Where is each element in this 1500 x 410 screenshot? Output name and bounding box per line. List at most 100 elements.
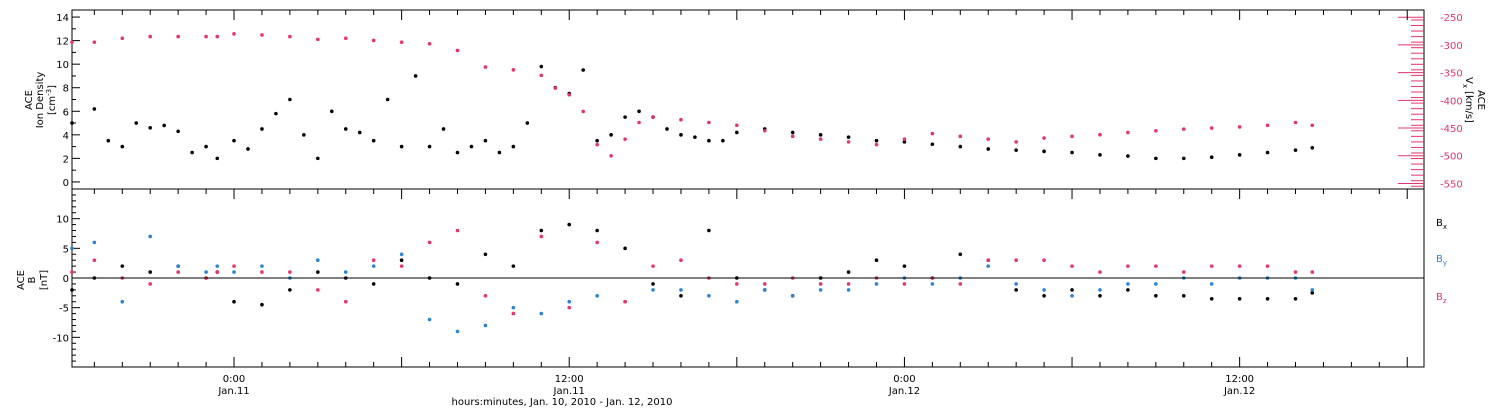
vx-point xyxy=(70,40,74,44)
bx-point xyxy=(1310,291,1315,295)
legend-bx: Bx xyxy=(1436,218,1447,231)
density-point xyxy=(930,142,935,147)
bx-point xyxy=(316,270,320,274)
vx-point xyxy=(1070,134,1074,139)
density-point xyxy=(511,144,516,149)
bx-point xyxy=(371,282,376,286)
density-point xyxy=(623,115,627,119)
vx-ace-label: ACE xyxy=(1475,90,1486,110)
vx-point xyxy=(707,120,711,125)
bz-point xyxy=(1126,264,1130,268)
bx-point xyxy=(1237,296,1242,301)
bz-point xyxy=(1237,264,1242,268)
density-point xyxy=(818,133,823,137)
vx-point xyxy=(1293,120,1298,125)
density-point xyxy=(148,125,153,130)
bx-point xyxy=(288,288,292,292)
density-point xyxy=(1070,150,1074,155)
vx-point xyxy=(176,34,180,39)
density-point xyxy=(302,133,306,137)
by-point xyxy=(930,282,935,286)
density-point xyxy=(1181,156,1186,161)
bx-point xyxy=(1209,296,1214,301)
density-tick-label: 10 xyxy=(56,60,69,71)
vx-tick-label: -550 xyxy=(1440,179,1463,190)
vx-point xyxy=(92,40,97,44)
bz-point xyxy=(1098,270,1102,274)
vx-tick-label: -350 xyxy=(1440,69,1463,80)
b-tick-label: 10 xyxy=(56,215,69,226)
vx-point xyxy=(427,42,432,46)
bz-point xyxy=(70,270,74,274)
vx-tick-label: -500 xyxy=(1440,152,1463,163)
bz-point xyxy=(623,299,627,304)
bx-point xyxy=(1098,294,1102,298)
by-point xyxy=(762,288,767,292)
bz-point xyxy=(455,228,460,233)
vx-point xyxy=(148,34,153,39)
by-point xyxy=(70,246,74,251)
by-point xyxy=(1126,282,1130,286)
density-tick-label: 6 xyxy=(63,107,69,118)
density-point xyxy=(399,144,404,149)
bx-point xyxy=(567,222,572,227)
by-point xyxy=(371,264,376,268)
density-point xyxy=(455,150,460,155)
density-point xyxy=(385,97,390,102)
vx-point xyxy=(846,140,851,144)
vx-point xyxy=(483,65,488,69)
bz-point xyxy=(958,282,963,286)
by-point xyxy=(567,299,572,304)
density-point xyxy=(539,64,544,69)
density-point xyxy=(986,147,991,151)
b-tick-label: 5 xyxy=(63,244,69,255)
bz-point xyxy=(399,264,404,268)
vx-point xyxy=(818,137,823,141)
legend-bz: Bz xyxy=(1436,292,1447,305)
density-point xyxy=(316,156,320,161)
bx-point xyxy=(399,258,404,263)
by-point xyxy=(204,270,208,274)
bx-point xyxy=(539,228,544,233)
bz-point xyxy=(651,264,655,268)
vx-point xyxy=(1181,127,1186,131)
bz-point xyxy=(148,282,153,286)
by-point xyxy=(790,294,795,298)
by-point xyxy=(1014,282,1018,286)
vx-point xyxy=(120,36,125,41)
bx-point xyxy=(623,246,627,251)
vx-tick-label: -450 xyxy=(1440,124,1463,135)
vx-point xyxy=(930,131,935,136)
by-point xyxy=(148,234,153,239)
bz-point xyxy=(288,270,292,274)
density-point xyxy=(232,138,236,143)
vx-tick-label: -300 xyxy=(1440,41,1463,52)
vx-tick-label: -400 xyxy=(1440,96,1463,107)
density-point xyxy=(427,144,432,149)
bx-point xyxy=(1181,294,1186,298)
vx-point xyxy=(679,117,683,122)
density-point xyxy=(329,109,334,114)
vx-label: Vx [km/s] xyxy=(1461,77,1474,123)
density-point xyxy=(92,107,97,111)
b-unit-label: [nT] xyxy=(39,270,50,290)
by-point xyxy=(595,294,599,298)
density-point xyxy=(371,138,376,143)
density-unit-text: [cm xyxy=(47,96,58,115)
vx-point xyxy=(553,86,558,90)
bz-point xyxy=(511,311,516,316)
density-unit-exponent: -3 xyxy=(45,89,53,96)
legend-by-sub: y xyxy=(1443,259,1447,267)
vx-point xyxy=(762,129,767,133)
bx-point xyxy=(1293,296,1298,301)
bx-point xyxy=(120,264,125,268)
by-point xyxy=(735,299,739,304)
by-point xyxy=(215,264,220,268)
x-tick-date-label: Jan.12 xyxy=(1223,386,1255,397)
density-point xyxy=(595,138,599,143)
density-point xyxy=(1126,154,1130,158)
density-point xyxy=(1237,153,1242,157)
bz-point xyxy=(679,258,683,263)
bz-point xyxy=(818,282,823,286)
